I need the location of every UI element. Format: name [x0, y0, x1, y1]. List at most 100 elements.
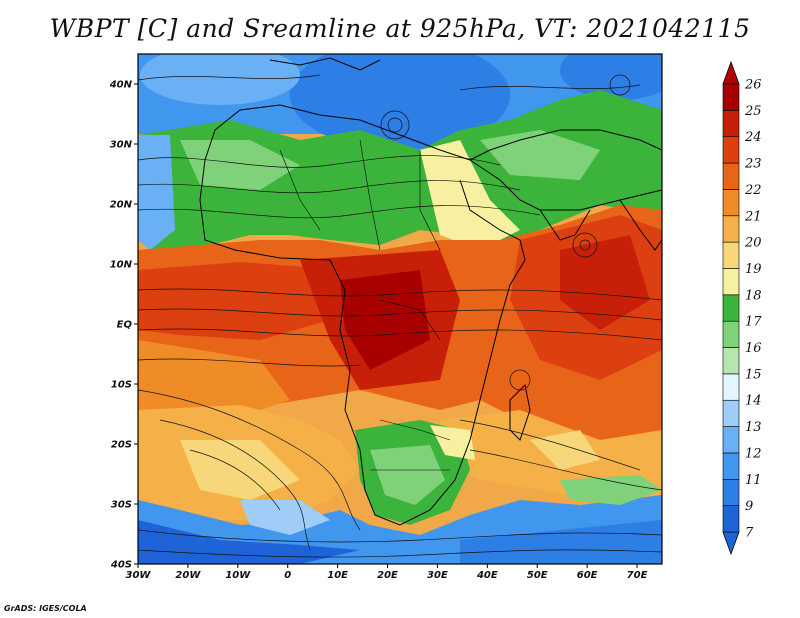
colorbar-label: 15 — [745, 367, 762, 382]
colorbar-label: 22 — [744, 183, 762, 198]
latitude-axis: 40N 30N 20N 10N EQ 10S 20S 30S 40S — [109, 80, 138, 571]
lat-tick-label: 30N — [110, 140, 133, 151]
streamline — [459, 419, 641, 471]
streamline — [138, 358, 361, 367]
border-line — [279, 149, 321, 231]
streamline — [469, 449, 662, 491]
lat-tick-label: 10N — [110, 260, 133, 271]
lat-tick-label: EQ — [117, 320, 133, 331]
colorbar-swatch — [722, 294, 740, 322]
colorbar-swatch — [722, 83, 740, 111]
border-line — [359, 139, 381, 251]
colorbar-swatch — [722, 268, 740, 296]
colorbar-label: 12 — [745, 446, 762, 461]
cyclone-swirl — [387, 117, 403, 133]
colorbar-swatch — [722, 162, 740, 190]
lat-tick-label: 30S — [111, 500, 132, 511]
colorbar-swatch — [722, 347, 740, 375]
colorbar-label: 18 — [745, 288, 762, 303]
border-line — [419, 150, 441, 251]
coastline-north-africa-asia — [204, 104, 662, 211]
plot-frame — [137, 53, 663, 565]
lon-tick-label: 10W — [225, 570, 251, 581]
colorbar-label: 16 — [745, 341, 762, 356]
lon-tick-label: 0 — [284, 570, 291, 581]
colorbar-swatch — [722, 478, 740, 506]
grads-credit: GrADS: IGES/COLA — [4, 604, 87, 613]
colorbar-swatch — [722, 452, 740, 480]
temperature-field — [138, 54, 662, 564]
streamline — [138, 389, 361, 531]
colorbar-label: 24 — [744, 130, 762, 145]
colorbar-label: 7 — [745, 526, 754, 541]
coastlines — [199, 57, 662, 526]
streamline — [138, 74, 321, 81]
colorbar-label: 14 — [745, 394, 762, 409]
cyclone-swirl — [609, 74, 631, 96]
lon-tick-label: 40E — [476, 570, 498, 581]
border-line — [379, 419, 451, 441]
colorbar-label: 20 — [744, 236, 762, 251]
colorbar-label: 13 — [745, 420, 762, 435]
colorbar-swatch — [722, 399, 740, 427]
longitude-axis: 30W 20W 10W 0 10E 20E 30E 40E 50E 60E 70E — [126, 564, 648, 581]
colorbar-swatch — [722, 215, 740, 243]
lon-tick-label: 20E — [377, 570, 398, 581]
colorbar-swatch — [722, 189, 740, 217]
colorbar-swatch — [722, 320, 740, 348]
streamlines — [138, 74, 662, 558]
colorbar-label: 9 — [745, 499, 753, 514]
streamline — [138, 529, 662, 543]
streamline — [138, 328, 662, 341]
streamline — [459, 84, 641, 91]
coastline-india — [619, 199, 662, 251]
streamline — [189, 449, 281, 511]
lon-tick-label: 20W — [175, 570, 201, 581]
cyclone-swirl — [380, 110, 410, 140]
streamline — [138, 180, 521, 194]
lat-tick-label: 20S — [111, 440, 132, 451]
border-line — [379, 299, 441, 341]
colorbar-label: 25 — [744, 104, 762, 119]
lon-tick-label: 60E — [577, 570, 598, 581]
colorbar-label: 21 — [744, 209, 762, 224]
lat-tick-label: 40S — [110, 560, 132, 571]
colorbar-swatch — [722, 241, 740, 269]
colorbar-max-arrow — [722, 60, 740, 85]
streamline — [138, 155, 501, 168]
lat-tick-label: 20N — [110, 200, 133, 211]
country-borders — [279, 139, 451, 471]
lon-tick-label: 10E — [327, 570, 348, 581]
cyclone-swirl — [579, 239, 591, 251]
colorbar-swatch — [722, 136, 740, 164]
colorbar-label: 11 — [745, 473, 762, 488]
lon-tick-label: 70E — [627, 570, 648, 581]
colorbar-label: 19 — [745, 262, 762, 277]
coastline-europe — [269, 57, 381, 71]
colorbar-swatch — [722, 505, 740, 533]
colorbar-min-arrow — [722, 531, 740, 556]
streamline — [159, 419, 311, 551]
colorbar-label: 26 — [744, 78, 762, 93]
lat-tick-label: 40N — [109, 80, 133, 91]
lon-tick-label: 30W — [126, 570, 152, 581]
lon-tick-label: 30E — [427, 570, 448, 581]
colorbar-label: 23 — [744, 157, 762, 172]
lon-tick-label: 50E — [527, 570, 548, 581]
colorbar-swatch — [722, 373, 740, 401]
colorbar-swatch — [722, 426, 740, 454]
coastline-africa — [199, 159, 526, 526]
colorbar-swatch — [722, 110, 740, 138]
colorbar: 7 9 11 12 13 14 15 16 17 18 19 20 21 22 23 24 25 26 — [722, 60, 762, 556]
cyclone-swirl — [572, 232, 598, 258]
coastline-arabia — [469, 129, 662, 161]
streamline — [138, 205, 541, 219]
streamline — [138, 288, 662, 301]
lat-tick-label: 10S — [111, 380, 132, 391]
streamline — [138, 549, 662, 558]
coastline-madagascar — [509, 383, 531, 441]
map-title: WBPT [C] and Sreamline at 925hPa, VT: 20… — [49, 14, 751, 43]
coastline-arabian-peninsula — [539, 209, 591, 241]
streamline — [138, 308, 662, 321]
